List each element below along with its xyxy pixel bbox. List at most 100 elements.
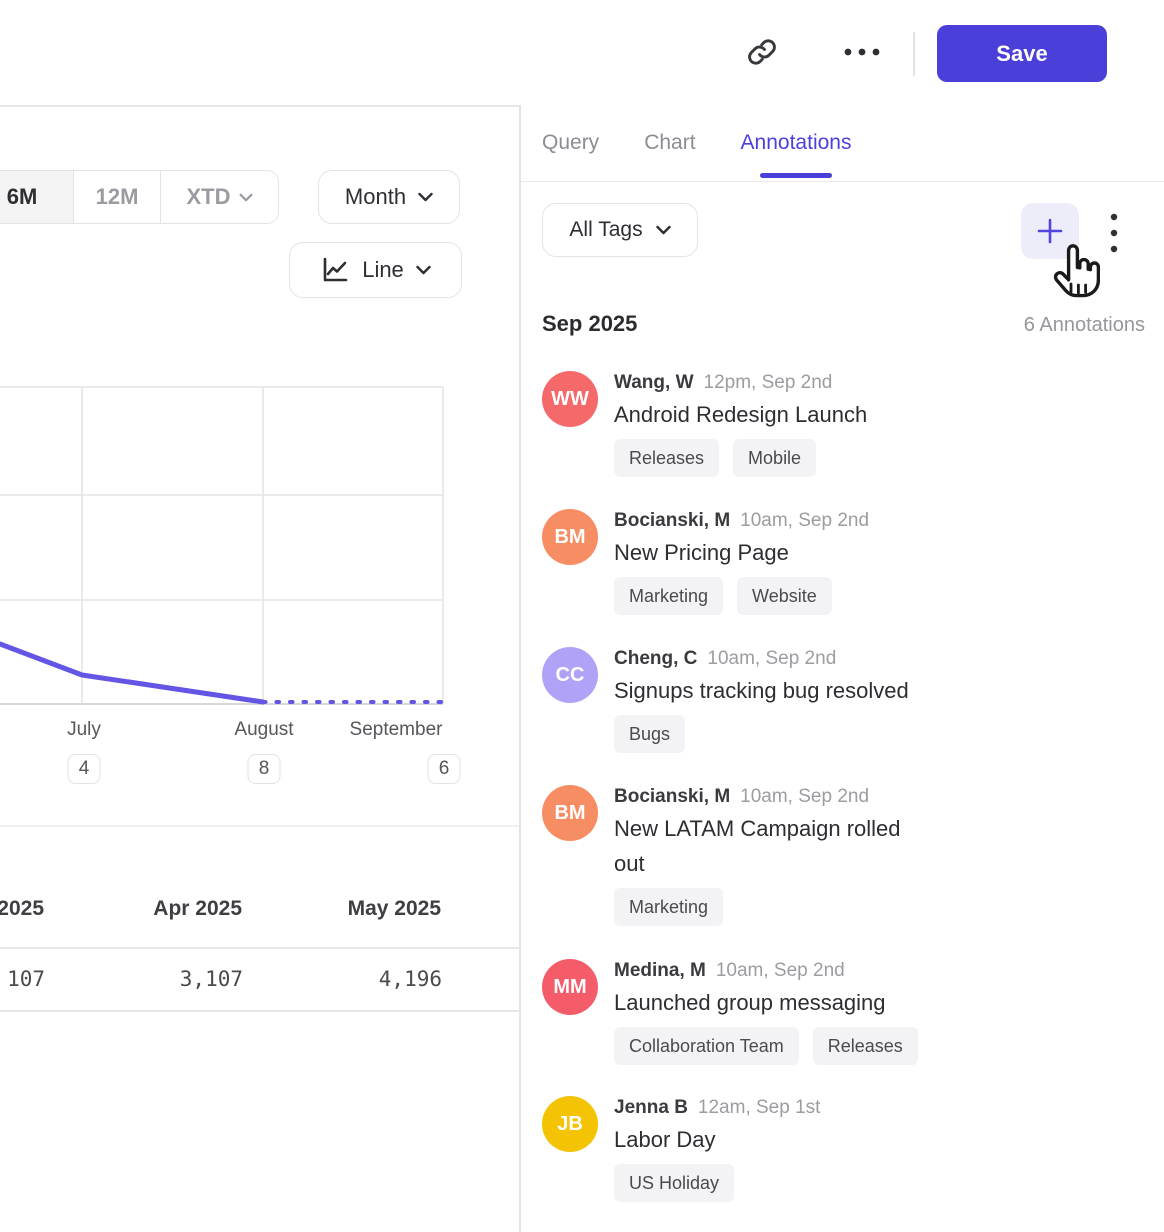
annotation-meta-row: Cheng, C 10am, Sep 2nd (614, 647, 1142, 670)
share-link-button[interactable] (743, 33, 781, 71)
annotation-tag[interactable]: US Holiday (614, 1164, 735, 1202)
table-row-border (0, 1010, 519, 1012)
chevron-down-icon (416, 265, 431, 275)
interval-dropdown[interactable]: Month (318, 170, 460, 224)
annotation-content: Jenna B 12am, Sep 1st Labor Day US Holiday (614, 1096, 1142, 1202)
range-option-12m[interactable]: 12M (74, 171, 161, 223)
avatar: MM (542, 959, 598, 1015)
tab-label: Chart (644, 131, 696, 154)
table-cell-value: 4,196 (378, 967, 442, 991)
annotations-menu-button[interactable] (1102, 211, 1126, 255)
annotation-tag[interactable]: Bugs (614, 715, 686, 753)
annotation-author: Cheng, C (614, 648, 698, 669)
annotation-item[interactable]: BM Bocianski, M 10am, Sep 2nd New LATAM Cam… (542, 785, 1142, 926)
annotation-timestamp: 12am, Sep 1st (697, 1097, 821, 1118)
link-icon (748, 39, 776, 65)
annotation-title: New Pricing Page (614, 540, 789, 565)
x-axis-label-august: August (234, 719, 294, 740)
table-top-border (0, 825, 519, 827)
annotation-content: Cheng, C 10am, Sep 2nd Signups tracking bu… (614, 647, 1142, 753)
avatar: JB (542, 1096, 598, 1152)
annotation-tag[interactable]: Releases (614, 439, 720, 477)
chart-plot (0, 386, 445, 705)
annotation-title: Labor Day (614, 1127, 716, 1152)
annotation-author: Medina, M (614, 960, 706, 981)
annotation-tags: Marketing (614, 888, 1142, 926)
annotation-content: Bocianski, M 10am, Sep 2nd New Pricing Pag… (614, 509, 1142, 615)
date-range-segmented-control: 6M 12M XTD (0, 170, 279, 224)
annotation-timestamp: 10am, Sep 2nd (715, 960, 845, 981)
kebab-menu-icon (1110, 213, 1118, 253)
annotation-author: Wang, W (614, 372, 694, 393)
avatar: BM (542, 509, 598, 565)
annotation-tag[interactable]: Website (737, 577, 832, 615)
chart-panel: 6M 12M XTD Month Line July August September … (0, 105, 521, 1232)
annotation-tags: Releases Mobile (614, 439, 1142, 477)
ellipsis-icon (844, 48, 880, 56)
chevron-down-icon (655, 225, 671, 235)
range-option-label: 12M (95, 184, 139, 209)
annotation-tags: US Holiday (614, 1164, 1142, 1202)
table-header-border (0, 947, 519, 949)
tab-chart[interactable]: Chart (644, 105, 695, 182)
annotation-tag[interactable]: Marketing (614, 888, 724, 926)
annotation-meta-row: Jenna B 12am, Sep 1st (614, 1096, 1142, 1119)
tag-filter-label: All Tags (569, 218, 643, 241)
chevron-down-icon (239, 193, 252, 201)
tab-annotations[interactable]: Annotations (741, 105, 851, 182)
annotation-count-badge[interactable]: 4 (67, 754, 101, 784)
annotation-tag[interactable]: Collaboration Team (614, 1027, 799, 1065)
add-annotation-button[interactable] (1021, 203, 1079, 259)
panel-tabs: Query Chart Annotations (521, 105, 1164, 182)
annotation-content: Bocianski, M 10am, Sep 2nd New LATAM Campa… (614, 785, 1142, 926)
annotation-author: Bocianski, M (614, 786, 731, 807)
section-month-label: Sep 2025 (542, 311, 638, 336)
range-option-6m[interactable]: 6M (0, 171, 74, 223)
annotation-timestamp: 10am, Sep 2nd (740, 786, 870, 807)
chart-type-dropdown[interactable]: Line (289, 242, 462, 298)
annotation-timestamp: 10am, Sep 2nd (707, 648, 837, 669)
annotation-tags: Marketing Website (614, 577, 1142, 615)
avatar: CC (542, 647, 598, 703)
annotation-count-badge[interactable]: 8 (247, 754, 281, 784)
annotation-meta-row: Medina, M 10am, Sep 2nd (614, 959, 1142, 982)
annotation-title: Launched group messaging (614, 990, 886, 1015)
save-button[interactable]: Save (937, 25, 1107, 82)
active-tab-underline (760, 172, 832, 178)
annotation-item[interactable]: WW Wang, W 12pm, Sep 2nd Android Redesign L… (542, 371, 1142, 477)
annotation-author: Bocianski, M (614, 510, 731, 531)
annotation-title: New LATAM Campaign rolled out (614, 816, 901, 876)
annotation-tag[interactable]: Marketing (614, 577, 724, 615)
annotation-tag[interactable]: Mobile (733, 439, 817, 477)
table-column-header: 2025 (0, 897, 44, 920)
range-option-xtd[interactable]: XTD (161, 171, 278, 223)
table-cell-value: 107 (7, 967, 45, 991)
annotation-title: Signups tracking bug resolved (614, 678, 909, 703)
annotation-meta-row: Wang, W 12pm, Sep 2nd (614, 371, 1142, 394)
table-column-header: Apr 2025 (153, 897, 242, 920)
annotation-count-badge[interactable]: 6 (427, 754, 461, 784)
x-axis-label-september: September (349, 719, 443, 740)
annotation-item[interactable]: BM Bocianski, M 10am, Sep 2nd New Pricing P… (542, 509, 1142, 615)
annotation-meta-row: Bocianski, M 10am, Sep 2nd (614, 509, 1142, 532)
tab-label: Query (542, 131, 600, 154)
chart-series-actual (0, 641, 266, 705)
line-chart-icon (323, 257, 348, 282)
tab-query[interactable]: Query (542, 105, 599, 182)
annotation-tags: Collaboration Team Releases (614, 1027, 1142, 1065)
x-axis-label-july: July (67, 719, 101, 740)
line-chart: July August September 4 8 6 (0, 107, 519, 827)
annotation-item[interactable]: CC Cheng, C 10am, Sep 2nd Signups tracking … (542, 647, 1142, 753)
table-cell-value: 3,107 (179, 967, 243, 991)
more-options-button[interactable] (840, 40, 884, 64)
annotation-item[interactable]: MM Medina, M 10am, Sep 2nd Launched group m… (542, 959, 1142, 1065)
table-column-header: May 2025 (347, 897, 441, 920)
annotation-tag[interactable]: Releases (812, 1027, 918, 1065)
tag-filter-dropdown[interactable]: All Tags (542, 203, 698, 257)
chart-type-label: Line (362, 257, 404, 282)
annotation-tags: Bugs (614, 715, 1142, 753)
annotation-item[interactable]: JB Jenna B 12am, Sep 1st Labor Day US Holida… (542, 1096, 1142, 1202)
annotations-section-header: Sep 2025 6 Annotations (542, 311, 1145, 337)
annotation-content: Medina, M 10am, Sep 2nd Launched group mes… (614, 959, 1142, 1065)
